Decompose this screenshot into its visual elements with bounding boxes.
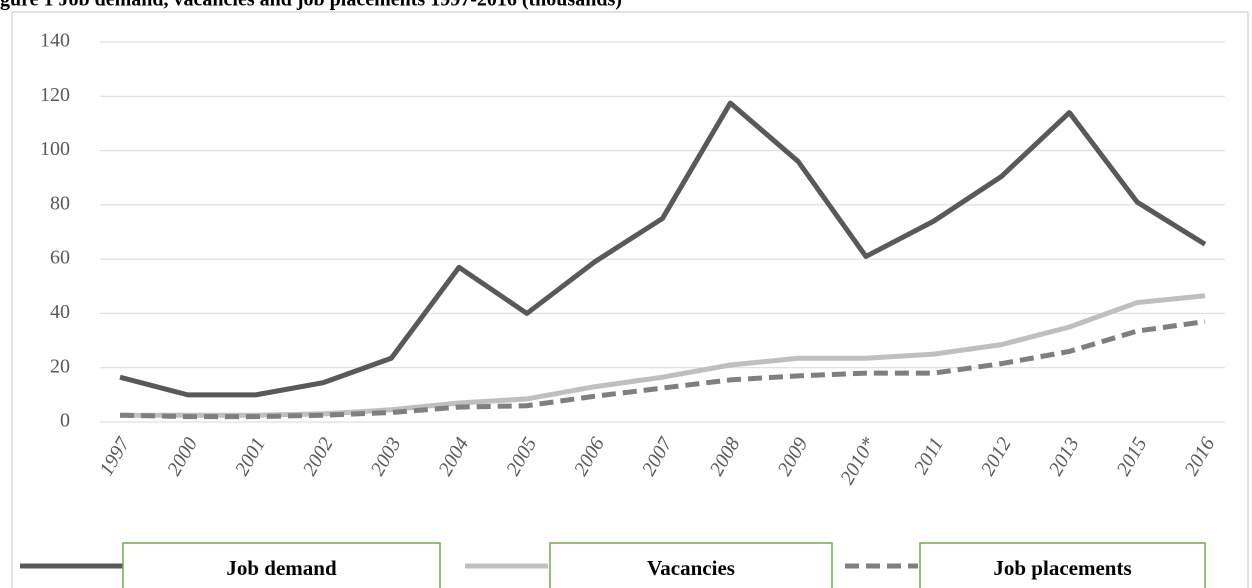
y-tick-label: 40 bbox=[50, 301, 70, 323]
y-tick-label: 60 bbox=[50, 247, 70, 269]
legend-label: Job demand bbox=[226, 556, 337, 580]
series-line bbox=[119, 100, 1207, 398]
chart-title: gure 1 Job demand, vacancies and job pla… bbox=[0, 0, 622, 11]
chart-frame bbox=[11, 11, 1249, 588]
series-line bbox=[119, 319, 1206, 420]
legend-box bbox=[919, 542, 1206, 588]
legend-label: Job placements bbox=[993, 556, 1131, 580]
legend-box bbox=[549, 542, 833, 588]
y-tick-label: 80 bbox=[50, 192, 70, 214]
y-tick-label: 20 bbox=[50, 355, 70, 377]
legend-box bbox=[122, 542, 441, 588]
legend-label: Vacancies bbox=[647, 556, 735, 580]
y-tick-label: 120 bbox=[40, 84, 70, 106]
y-tick-label: 100 bbox=[40, 138, 70, 160]
y-tick-label: 140 bbox=[40, 30, 70, 52]
y-tick-label: 0 bbox=[60, 410, 70, 432]
